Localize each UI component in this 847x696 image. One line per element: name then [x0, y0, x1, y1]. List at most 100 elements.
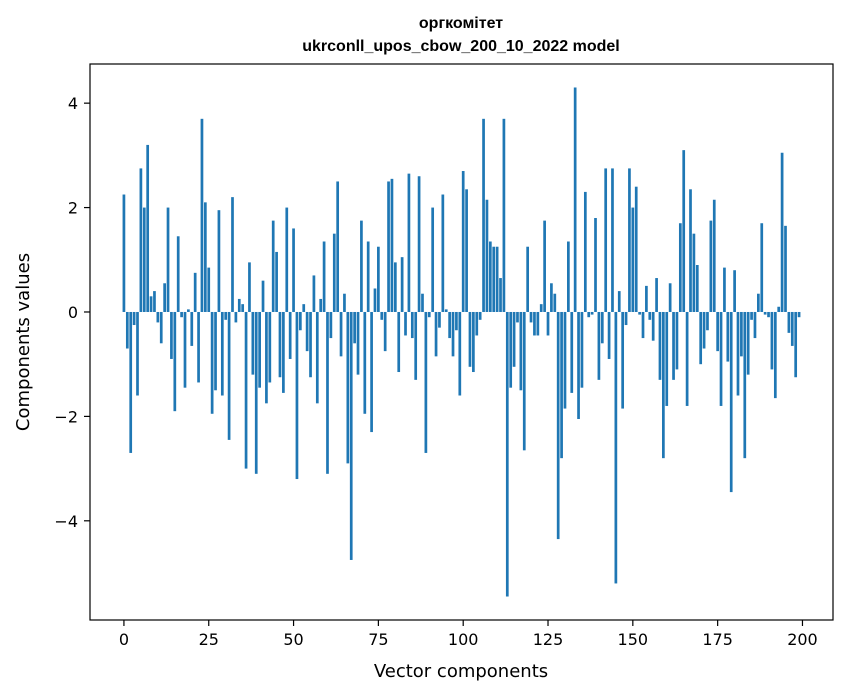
bar — [604, 168, 608, 312]
x-tick-label: 25 — [199, 630, 219, 649]
bar — [312, 275, 316, 312]
bar — [600, 311, 604, 344]
y-axis-label: Components values — [13, 253, 34, 431]
bar — [305, 311, 309, 352]
bar — [448, 311, 451, 339]
bar — [461, 171, 465, 312]
x-tick-label: 125 — [533, 630, 564, 649]
bar — [237, 298, 241, 312]
bar — [709, 220, 713, 312]
bar — [763, 311, 767, 315]
bar — [539, 304, 543, 312]
y-tick-label: −2 — [54, 407, 78, 426]
bar — [516, 311, 519, 323]
bar — [261, 280, 265, 312]
bar — [702, 311, 706, 349]
bar — [163, 283, 166, 312]
bar — [712, 199, 716, 312]
bar — [692, 233, 696, 312]
bar — [658, 311, 662, 380]
bar — [672, 311, 675, 380]
bar — [285, 207, 289, 312]
bar — [180, 311, 183, 318]
bar — [298, 311, 302, 331]
bar — [529, 311, 533, 323]
bar — [214, 311, 217, 391]
bar — [736, 311, 740, 396]
bar — [570, 311, 574, 393]
bar — [173, 311, 177, 412]
bar — [488, 241, 492, 312]
bar — [136, 311, 139, 396]
bar — [478, 311, 482, 320]
bar — [580, 311, 584, 388]
bar — [410, 311, 414, 339]
bar — [628, 168, 631, 312]
bar — [339, 311, 343, 357]
x-tick-label: 200 — [787, 630, 818, 649]
bar — [773, 311, 777, 399]
y-axis-ticks: −4 −2 0 2 4 — [54, 94, 90, 531]
bar — [142, 207, 146, 312]
bar — [740, 311, 743, 357]
bar — [577, 311, 580, 419]
bar — [790, 311, 794, 346]
bar — [190, 311, 194, 346]
bar — [695, 265, 699, 312]
bar — [404, 311, 407, 336]
x-axis-ticks: 0 25 50 75 100 125 150 175 200 — [119, 620, 818, 649]
bar — [614, 311, 618, 584]
y-tick-label: 2 — [68, 199, 78, 218]
bar — [326, 311, 329, 474]
bar — [597, 311, 601, 380]
bar — [495, 246, 499, 312]
bar — [458, 311, 462, 396]
bar — [590, 311, 594, 315]
bar — [543, 220, 546, 312]
bar — [444, 309, 448, 312]
bar — [207, 267, 211, 312]
bar — [234, 311, 238, 323]
bar — [203, 202, 207, 312]
bar — [611, 168, 614, 312]
bar — [505, 311, 509, 597]
bar — [617, 291, 621, 312]
bar — [675, 311, 679, 370]
bar — [770, 311, 774, 370]
bar — [526, 246, 530, 312]
bar — [349, 311, 353, 560]
bar — [278, 311, 282, 378]
bar — [390, 178, 394, 312]
bar — [699, 311, 703, 365]
bar — [292, 228, 295, 312]
bar — [373, 288, 377, 312]
bar — [183, 311, 187, 388]
x-tick-label: 75 — [368, 630, 388, 649]
bar — [244, 311, 248, 469]
bar — [393, 262, 397, 312]
bar — [353, 311, 356, 344]
bar — [678, 223, 682, 312]
x-tick-label: 150 — [618, 630, 649, 649]
bar — [227, 311, 231, 440]
bar — [265, 311, 268, 404]
bar — [346, 311, 350, 464]
bar — [651, 311, 655, 341]
bar — [193, 272, 197, 312]
bar — [370, 311, 373, 433]
bar — [302, 304, 306, 312]
bar — [224, 311, 228, 320]
bar — [139, 168, 143, 312]
bar — [583, 191, 587, 312]
bar — [441, 194, 445, 312]
bar — [682, 150, 686, 312]
bar — [668, 283, 672, 312]
plot-frame — [89, 63, 834, 621]
bar — [638, 311, 641, 315]
bar — [170, 311, 173, 359]
bar — [641, 311, 645, 339]
bar — [176, 236, 180, 312]
bar — [522, 311, 526, 451]
bar — [726, 311, 730, 362]
bar — [258, 311, 261, 388]
